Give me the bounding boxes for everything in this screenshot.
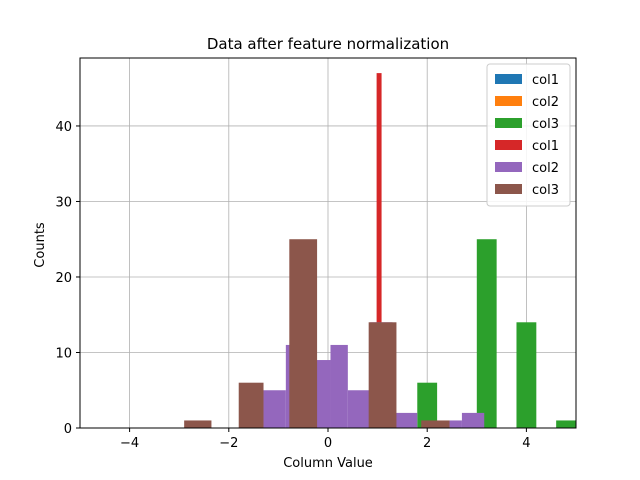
histogram-bar (376, 73, 382, 428)
legend-swatch (495, 162, 522, 172)
bars (184, 73, 576, 428)
histogram-bar (421, 420, 450, 428)
y-tick-label: 10 (55, 346, 72, 361)
y-axis-ticks: 0 10 20 30 40 (55, 120, 80, 437)
y-tick-label: 0 (64, 422, 72, 437)
x-tick-label: 0 (324, 436, 332, 451)
legend-swatch (495, 118, 522, 128)
histogram-bar (184, 420, 212, 428)
legend-label: col3 (532, 117, 559, 132)
x-axis-ticks: −4 −2 0 2 4 (120, 428, 531, 451)
x-tick-label: 4 (522, 436, 530, 451)
x-axis-label: Column Value (283, 456, 373, 471)
histogram-bar (289, 239, 318, 428)
histogram-bar (476, 239, 497, 428)
histogram-bar (461, 412, 485, 428)
histogram-bar (347, 390, 371, 428)
histogram-bar (449, 420, 462, 428)
chart-title: Data after feature normalization (207, 35, 449, 53)
legend: col1 col2 col3 col1 col2 col3 (486, 63, 571, 207)
legend-swatch (495, 74, 522, 84)
histogram-bar (516, 322, 537, 428)
y-tick-label: 30 (55, 195, 72, 210)
legend-label: col2 (532, 95, 559, 110)
y-axis-label: Counts (33, 222, 48, 268)
x-tick-label: −2 (219, 436, 238, 451)
legend-swatch (495, 96, 522, 106)
legend-swatch (495, 184, 522, 194)
histogram-bar (417, 382, 438, 428)
histogram-bar (263, 390, 286, 428)
x-tick-label: 2 (423, 436, 431, 451)
histogram-bar (238, 382, 264, 428)
legend-label: col1 (532, 73, 559, 88)
legend-label: col3 (532, 183, 559, 198)
y-tick-label: 40 (55, 120, 72, 135)
legend-label: col1 (532, 139, 559, 154)
legend-label: col2 (532, 161, 559, 176)
histogram-bar (368, 322, 397, 428)
x-tick-label: −4 (120, 436, 139, 451)
histogram-bar (556, 420, 576, 428)
legend-swatch (495, 140, 522, 150)
histogram-bar (392, 412, 418, 428)
histogram-bar (330, 344, 348, 428)
y-tick-label: 20 (55, 271, 72, 286)
